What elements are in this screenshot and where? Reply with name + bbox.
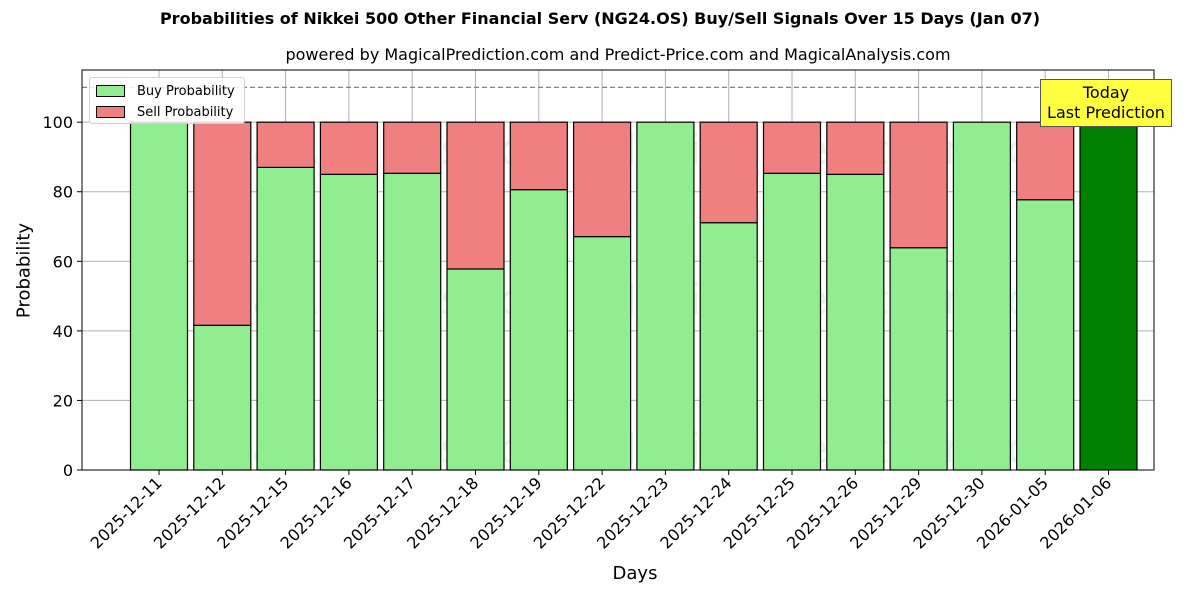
sell-bar [699, 121, 758, 224]
sell-swatch-icon [96, 106, 125, 118]
buy-bar [762, 172, 822, 471]
buy-bar [826, 173, 885, 471]
sell-bar [319, 121, 378, 175]
y-axis-label: Probability [13, 222, 35, 319]
buy-bar [446, 268, 505, 471]
chart-title: Probabilities of Nikkei 500 Other Financ… [159, 9, 1041, 28]
annotation-line-1: Today [1082, 83, 1130, 102]
buy-bar [636, 121, 695, 471]
sell-bar [509, 121, 568, 191]
buy-bar [1079, 121, 1138, 471]
y-tick-label: 80 [53, 183, 73, 202]
x-axis-label: Days [612, 563, 658, 584]
buy-bar [319, 173, 378, 471]
plot-frame [81, 69, 1155, 471]
buy-bar [383, 172, 442, 471]
y-axis: 0 20 40 60 80 100 [42, 113, 82, 480]
sell-bar [762, 121, 822, 174]
y-tick-label: 40 [53, 322, 73, 341]
buy-bar [129, 121, 189, 471]
legend-sell-label: Sell Probability [137, 104, 234, 120]
sell-bar [256, 121, 315, 168]
legend-item-sell: Sell Probability [96, 104, 233, 120]
sell-bar [446, 121, 505, 270]
buy-bar [193, 324, 252, 471]
annotation-line-2: Last Prediction [1047, 103, 1165, 122]
sell-bar [889, 121, 948, 249]
y-tick-label: 60 [53, 252, 73, 271]
x-axis: 2025-12-112025-12-122025-12-152025-12-16… [87, 470, 1115, 553]
legend-buy-label: Buy Probability [137, 83, 235, 99]
sell-bar [572, 121, 632, 238]
buy-bar [256, 166, 315, 471]
legend: Buy Probability Sell Probability [89, 77, 245, 124]
buy-bar [699, 222, 758, 471]
sell-bar [383, 121, 442, 174]
today-annotation: Today Last Prediction [1040, 79, 1172, 127]
buy-bar [509, 189, 568, 471]
buy-bar [1016, 199, 1075, 471]
buy-bar [952, 121, 1012, 471]
y-tick-label: 20 [53, 391, 73, 410]
bar-series [129, 121, 1138, 471]
buy-bar [889, 247, 948, 471]
sell-bar [193, 121, 252, 326]
sell-bar [1016, 121, 1075, 201]
sell-bar [826, 121, 885, 175]
chart-subtitle: powered by MagicalPrediction.com and Pre… [285, 45, 951, 64]
y-tick-label: 0 [63, 461, 73, 480]
y-tick-label: 100 [42, 113, 73, 132]
buy-bar [572, 236, 632, 471]
legend-item-buy: Buy Probability [96, 83, 235, 99]
buy-swatch-icon [96, 85, 125, 97]
